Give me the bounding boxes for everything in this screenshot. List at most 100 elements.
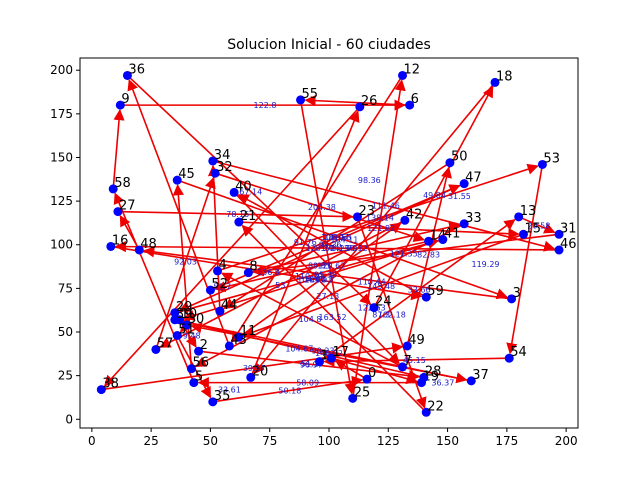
distance-label: 104.8 <box>299 315 322 324</box>
distance-label: 89.83 <box>308 262 331 271</box>
city-label-10: 10 <box>181 307 198 322</box>
distance-label: 90.12 <box>345 244 368 253</box>
city-point-56 <box>186 364 196 374</box>
distance-label: 163.52 <box>319 313 347 322</box>
edge-34-46 <box>212 160 556 252</box>
y-tick-label: 25 <box>58 369 73 383</box>
city-label-13: 13 <box>520 204 537 219</box>
city-label-50: 50 <box>451 150 468 165</box>
distance-label: 59.48 <box>178 332 201 341</box>
city-point-30 <box>182 320 192 330</box>
city-label-31: 31 <box>560 221 577 236</box>
city-point-23 <box>352 212 362 222</box>
distance-label: 96.97 <box>300 360 323 369</box>
city-label-52: 52 <box>211 277 228 292</box>
y-tick-label: 50 <box>58 325 73 339</box>
distance-label: 108.97 <box>321 233 349 242</box>
city-point-39 <box>170 315 180 325</box>
city-label-48: 48 <box>140 237 157 252</box>
city-label-21: 21 <box>240 209 257 224</box>
city-point-44 <box>215 306 225 316</box>
distance-label: 142.79 <box>329 244 357 253</box>
city-point-0 <box>362 374 372 384</box>
city-label-59: 59 <box>427 284 444 299</box>
city-label-51: 51 <box>178 323 195 338</box>
edge-35-0 <box>212 375 364 403</box>
city-point-32 <box>210 168 220 178</box>
city-point-51 <box>172 331 182 340</box>
y-tick-label: 200 <box>50 63 73 77</box>
city-label-43: 43 <box>230 333 247 348</box>
city-point-47 <box>459 179 469 189</box>
city-label-41: 41 <box>444 227 461 242</box>
city-point-5 <box>189 378 199 388</box>
city-label-16: 16 <box>112 233 129 248</box>
city-point-27 <box>113 207 123 217</box>
edge-13-31 <box>518 216 556 234</box>
distance-label: 45.15 <box>403 356 426 365</box>
axes-group: 0 25 50 75 100 125 150 175 200025507510012515017… <box>50 63 578 448</box>
distance-label: 110.29 <box>295 272 323 281</box>
city-point-26 <box>355 102 365 112</box>
city-label-49: 49 <box>408 333 425 348</box>
city-label-39: 39 <box>176 307 193 322</box>
city-point-2 <box>194 346 204 356</box>
city-label-29: 29 <box>176 300 193 315</box>
city-point-29 <box>170 308 180 318</box>
edge-20-26 <box>250 110 360 378</box>
distance-label: 33.61 <box>218 386 241 395</box>
city-label-2: 2 <box>200 338 208 353</box>
x-tick-label: 150 <box>436 434 459 448</box>
distance-label: 93.36 <box>319 241 342 250</box>
city-label-22: 22 <box>427 399 444 414</box>
city-label-55: 55 <box>302 87 319 102</box>
city-label-56: 56 <box>192 356 209 371</box>
city-point-34 <box>208 156 218 166</box>
x-tick-label: 100 <box>318 434 341 448</box>
city-label-45: 45 <box>178 167 195 182</box>
distance-label: 119.29 <box>472 260 500 269</box>
city-point-6 <box>405 100 415 110</box>
city-label-32: 32 <box>216 160 233 175</box>
distance-label: 120.62 <box>317 262 345 271</box>
city-label-37: 37 <box>472 368 489 383</box>
distance-label: 98.36 <box>358 176 381 185</box>
x-tick-label: 200 <box>555 434 578 448</box>
distance-label: 78.16 <box>226 210 249 219</box>
distance-label: 102.18 <box>378 311 406 320</box>
city-label-6: 6 <box>411 92 419 107</box>
y-tick-label: 0 <box>65 412 73 426</box>
distance-label: 20.58 <box>527 222 550 231</box>
distance-label: 51.7 <box>213 283 231 292</box>
city-point-15 <box>518 229 528 239</box>
city-point-43 <box>224 341 234 351</box>
city-point-25 <box>348 393 358 403</box>
city-point-55 <box>296 95 306 105</box>
edge-58-9 <box>112 108 125 189</box>
city-label-12: 12 <box>404 62 421 77</box>
city-label-18: 18 <box>496 69 513 84</box>
distance-label: 145.48 <box>367 282 395 291</box>
city-point-18 <box>490 77 500 87</box>
x-tick-label: 125 <box>377 434 400 448</box>
city-point-3 <box>507 294 517 304</box>
city-label-0: 0 <box>368 366 376 381</box>
city-point-42 <box>400 215 410 225</box>
city-point-4 <box>213 266 223 276</box>
distance-label: 50.18 <box>278 386 301 395</box>
city-label-11: 11 <box>240 324 257 339</box>
city-point-48 <box>134 245 144 255</box>
city-label-20: 20 <box>252 364 269 379</box>
x-tick-label: 175 <box>495 434 518 448</box>
city-label-53: 53 <box>543 151 560 166</box>
edge-0-17 <box>334 360 368 380</box>
edges-group <box>101 74 560 413</box>
city-point-28 <box>419 372 429 382</box>
y-tick-label: 125 <box>50 194 73 208</box>
city-label-35: 35 <box>214 389 231 404</box>
distance-label: 91.76 <box>294 238 317 247</box>
edge-5-58 <box>113 192 195 383</box>
city-point-16 <box>106 241 116 251</box>
city-point-13 <box>514 212 524 222</box>
edge-12-43 <box>231 75 404 343</box>
